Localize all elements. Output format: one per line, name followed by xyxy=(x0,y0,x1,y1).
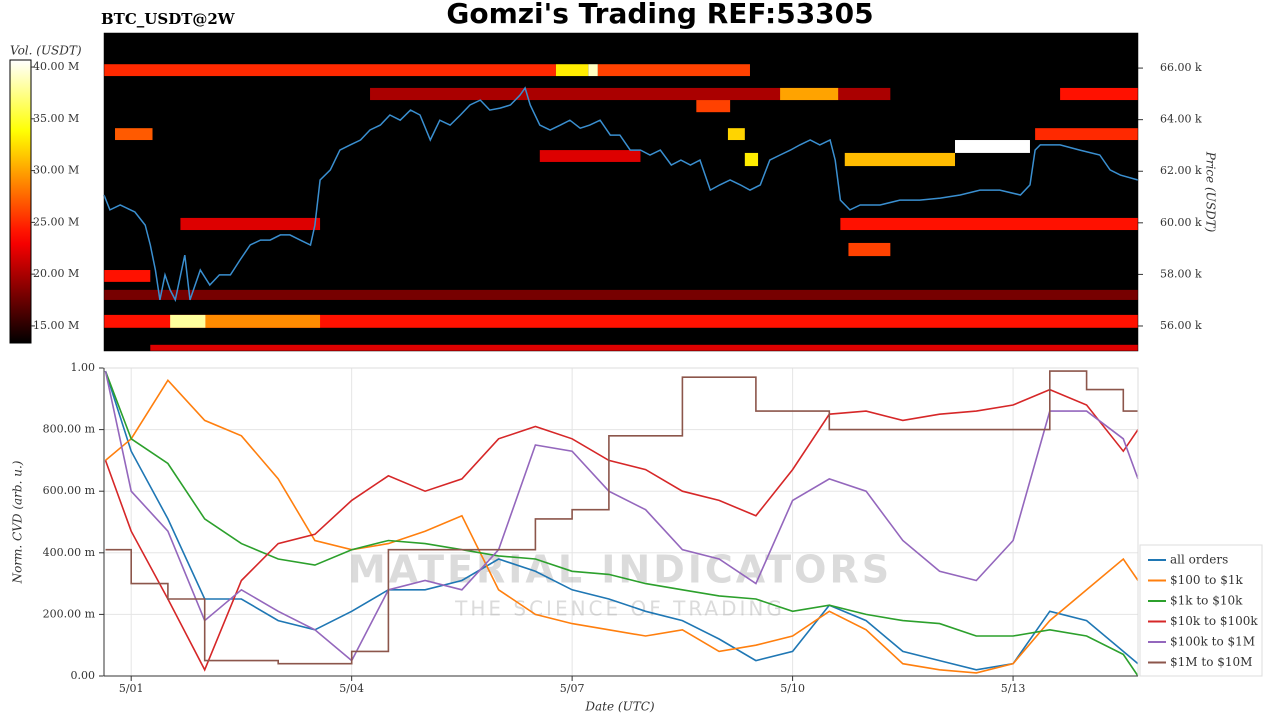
chart-title: Gomzi's Trading REF:53305 xyxy=(446,0,873,30)
colorbar-tick-label: 35.00 M xyxy=(33,112,79,125)
y-axis-label: Norm. CVD (arb. u.) xyxy=(11,460,25,584)
y-tick-label: 600.00 m xyxy=(43,484,96,497)
plot-frame xyxy=(103,32,1139,352)
x-tick-label: 5/04 xyxy=(339,682,364,695)
y-tick-label: 0.00 xyxy=(71,669,96,682)
heatmap-cell xyxy=(597,64,750,77)
legend-label: $1M to $10M xyxy=(1170,655,1252,669)
colorbar xyxy=(9,59,32,344)
x-axis-label: Date (UTC) xyxy=(584,700,654,714)
y-tick-label: 56.00 k xyxy=(1160,319,1202,332)
heatmap-cell xyxy=(844,152,956,167)
plot-background xyxy=(104,368,1138,676)
legend-label: $100 to $1k xyxy=(1170,573,1243,587)
heatmap-cell xyxy=(104,314,1138,328)
cvd-line xyxy=(104,370,1139,677)
legend-label: $100k to $1M xyxy=(1170,635,1255,649)
heatmap-cell xyxy=(180,217,321,231)
heatmap-cell xyxy=(840,217,1138,231)
y-tick-label: 800.00 m xyxy=(43,423,96,436)
heatmap-cell xyxy=(744,152,759,167)
heatmap-cell xyxy=(150,344,1138,351)
y-tick-label: 58.00 k xyxy=(1160,267,1202,280)
legend-label: $10k to $100k xyxy=(1170,614,1258,628)
heatmap-cell xyxy=(848,242,891,257)
heatmap-cell xyxy=(370,87,891,101)
legend-label: $1k to $10k xyxy=(1170,594,1243,608)
cvd-line xyxy=(104,370,1139,671)
colorbar-tick-label: 15.00 M xyxy=(33,319,79,332)
y-tick-label: 66.00 k xyxy=(1160,61,1202,74)
heatmap-cell xyxy=(780,87,839,101)
heatmap-cell xyxy=(727,128,745,141)
y-tick-label: 64.00 k xyxy=(1160,113,1202,126)
heatmap-cell xyxy=(205,314,321,328)
cvd-line xyxy=(104,378,1139,674)
x-tick-label: 5/10 xyxy=(780,682,805,695)
cvd-line xyxy=(104,388,1139,672)
cvd-line xyxy=(104,370,1139,662)
y-tick-label: 60.00 k xyxy=(1160,216,1202,229)
heatmap-cell xyxy=(1060,87,1138,101)
x-tick-label: 5/07 xyxy=(560,682,585,695)
watermark: THE SCIENCE OF TRADING xyxy=(454,597,785,621)
chart-subtitle: BTC_USDT@2W xyxy=(101,10,236,28)
y-axis-label: Price (USDT) xyxy=(1204,151,1218,233)
price-line xyxy=(103,86,1139,303)
x-tick-label: 5/13 xyxy=(1001,682,1026,695)
heatmap-cell xyxy=(170,314,206,328)
heatmap-cell xyxy=(588,64,598,77)
colorbar-tick-label: 30.00 M xyxy=(33,164,79,177)
heatmap-cell xyxy=(104,64,556,77)
heatmap-cell xyxy=(955,140,1030,153)
y-tick-label: 1.00 xyxy=(71,361,96,374)
heatmap-cell xyxy=(104,289,1138,300)
colorbar-tick-label: 40.00 M xyxy=(33,60,79,73)
cvd-line xyxy=(105,370,1138,665)
legend-label: all orders xyxy=(1170,553,1228,567)
colorbar-tick-label: 25.00 M xyxy=(33,215,79,228)
colorbar-label: Vol. (USDT) xyxy=(10,44,82,58)
heatmap-cell xyxy=(555,64,589,77)
x-tick-label: 5/01 xyxy=(119,682,144,695)
y-tick-label: 400.00 m xyxy=(43,546,96,559)
legend-box xyxy=(1139,544,1263,677)
heatmap-cell xyxy=(539,150,641,162)
heatmap-cell xyxy=(1035,128,1138,141)
plot-background xyxy=(104,33,1138,351)
watermark: MATERIAL INDICATORS xyxy=(348,548,892,592)
y-tick-label: 62.00 k xyxy=(1160,164,1202,177)
y-tick-label: 200.00 m xyxy=(43,607,96,620)
heatmap-cell xyxy=(115,128,153,141)
colorbar-tick-label: 20.00 M xyxy=(33,267,79,280)
heatmap-cell xyxy=(696,100,731,113)
heatmap-cell xyxy=(104,270,151,282)
